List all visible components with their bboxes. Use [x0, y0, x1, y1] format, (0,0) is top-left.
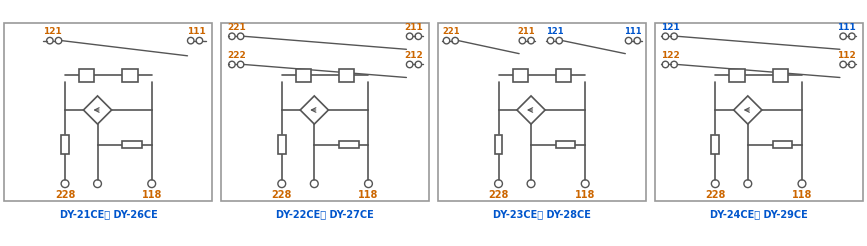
Text: 228: 228	[55, 190, 75, 200]
Bar	[772, 69, 788, 82]
Text: 211: 211	[518, 27, 535, 36]
Bar	[556, 69, 571, 82]
Bar	[62, 135, 68, 154]
Bar	[339, 69, 355, 82]
Text: DY-22CE， DY-27CE: DY-22CE， DY-27CE	[277, 209, 374, 219]
Bar	[339, 141, 359, 149]
Bar	[122, 141, 142, 149]
Text: DY-24CE， DY-29CE: DY-24CE， DY-29CE	[710, 209, 807, 219]
Text: 112: 112	[838, 51, 857, 60]
Bar	[712, 135, 719, 154]
Text: DY-23CE， DY-28CE: DY-23CE， DY-28CE	[493, 209, 590, 219]
Text: 122: 122	[661, 51, 680, 60]
Bar	[4, 23, 212, 201]
Polygon shape	[300, 96, 329, 124]
Text: 118: 118	[575, 190, 596, 200]
Bar	[772, 141, 792, 149]
Text: 222: 222	[227, 51, 246, 60]
Text: 118: 118	[792, 190, 812, 200]
Text: 221: 221	[227, 23, 246, 32]
Text: 118: 118	[358, 190, 379, 200]
Text: 228: 228	[705, 190, 726, 200]
Text: 121: 121	[43, 27, 62, 36]
Text: 228: 228	[488, 190, 509, 200]
Text: 211: 211	[404, 23, 423, 32]
Polygon shape	[733, 96, 762, 124]
Bar	[278, 135, 285, 154]
Text: 228: 228	[271, 190, 292, 200]
Text: 212: 212	[404, 51, 423, 60]
Bar	[438, 23, 646, 201]
Bar	[655, 23, 863, 201]
Bar	[296, 69, 311, 82]
Polygon shape	[517, 96, 545, 124]
Bar	[729, 69, 745, 82]
Bar	[122, 69, 138, 82]
Text: 118: 118	[141, 190, 162, 200]
Text: 111: 111	[624, 27, 642, 36]
Bar	[512, 69, 528, 82]
Text: 221: 221	[442, 27, 460, 36]
Text: 111: 111	[838, 23, 857, 32]
Text: 111: 111	[187, 27, 206, 36]
Text: 121: 121	[661, 23, 680, 32]
Bar	[221, 23, 429, 201]
Bar	[495, 135, 502, 154]
Text: DY-21CE， DY-26CE: DY-21CE， DY-26CE	[60, 209, 157, 219]
Text: 121: 121	[546, 27, 564, 36]
Bar	[79, 69, 95, 82]
Bar	[556, 141, 576, 149]
Polygon shape	[83, 96, 112, 124]
